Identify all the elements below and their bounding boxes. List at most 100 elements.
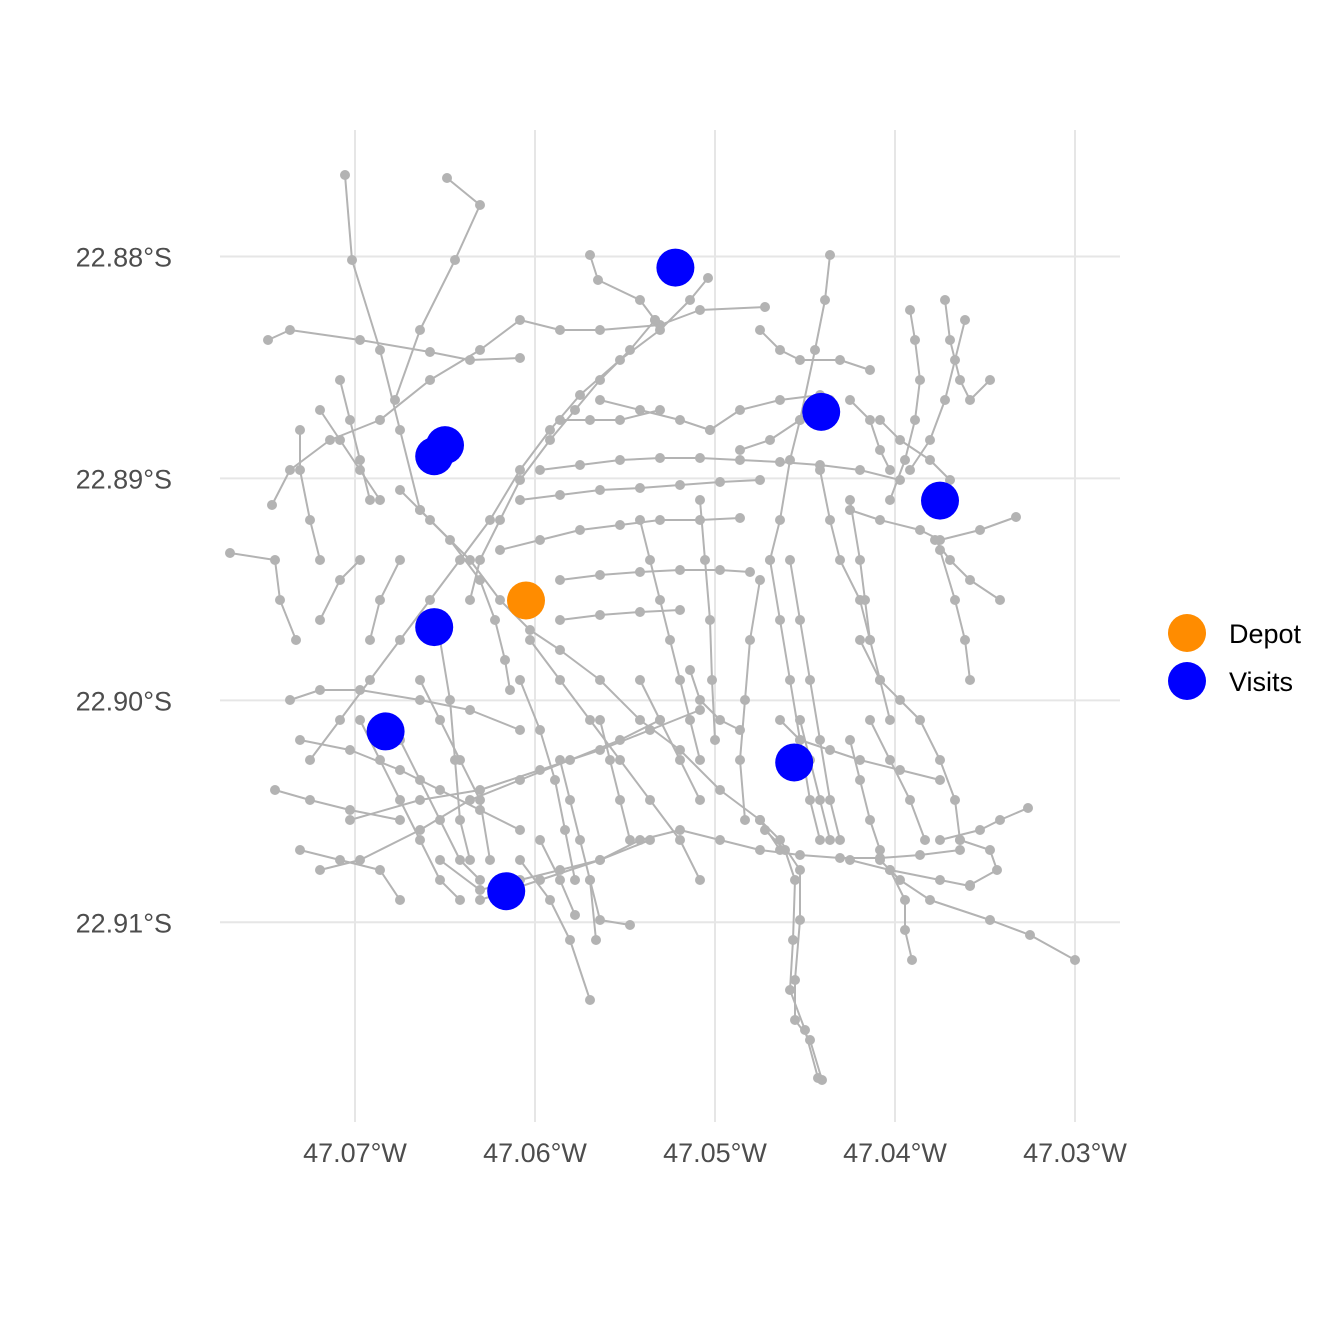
road-node: [565, 935, 575, 945]
road-node: [435, 875, 445, 885]
road-node: [905, 305, 915, 315]
road-node: [570, 875, 580, 885]
road-node: [375, 495, 385, 505]
road-node: [435, 855, 445, 865]
road-node: [705, 425, 715, 435]
x-tick-label: 47.07°W: [303, 1138, 407, 1168]
road-node: [535, 535, 545, 545]
road-node: [655, 595, 665, 605]
road-node: [555, 490, 565, 500]
road-node: [325, 435, 335, 445]
road-node: [390, 395, 400, 405]
road-node: [595, 375, 605, 385]
road-node: [925, 435, 935, 445]
road-segment: [229, 552, 297, 641]
road-node: [965, 395, 975, 405]
road-node: [925, 455, 935, 465]
road-node: [395, 795, 405, 805]
road-node: [285, 465, 295, 475]
road-node: [445, 695, 455, 705]
road-node: [375, 415, 385, 425]
road-node: [595, 570, 605, 580]
x-axis-tick-labels: 47.07°W 47.06°W 47.05°W 47.04°W 47.03°W: [303, 1138, 1127, 1168]
road-node: [575, 460, 585, 470]
road-node: [815, 735, 825, 745]
road-node: [895, 875, 905, 885]
road-node: [760, 825, 770, 835]
road-node: [1011, 512, 1021, 522]
visit-marker: [775, 743, 814, 782]
road-node: [915, 715, 925, 725]
visit-marker: [366, 712, 405, 751]
road-node: [593, 275, 603, 285]
x-tick-label: 47.03°W: [1023, 1138, 1127, 1168]
road-node: [570, 910, 580, 920]
road-node: [825, 515, 835, 525]
road-node: [705, 615, 715, 625]
road-node: [495, 515, 505, 525]
road-node: [485, 515, 495, 525]
road-node: [465, 705, 475, 715]
road-node: [695, 705, 705, 715]
road-node: [295, 465, 305, 475]
road-node: [475, 805, 485, 815]
road-node: [665, 635, 675, 645]
road-node: [263, 335, 273, 345]
road-node: [450, 255, 460, 265]
road-node: [895, 695, 905, 705]
road-node: [675, 755, 685, 765]
road-node: [295, 845, 305, 855]
road-node: [985, 845, 995, 855]
road-node: [950, 595, 960, 605]
road-segment: [939, 807, 1029, 841]
road-node: [685, 715, 695, 725]
road-node: [875, 415, 885, 425]
road-node: [765, 435, 775, 445]
road-node: [960, 635, 970, 645]
road-node: [395, 815, 405, 825]
road-node: [760, 302, 770, 312]
legend-key-visits: [1168, 662, 1206, 700]
road-node: [355, 715, 365, 725]
road-node: [555, 415, 565, 425]
road-node: [815, 835, 825, 845]
road-segment: [559, 609, 681, 621]
road-node: [900, 895, 910, 905]
road-segment: [849, 739, 881, 851]
road-segment: [959, 839, 998, 886]
road-node: [560, 825, 570, 835]
road-node: [685, 295, 695, 305]
road-node: [591, 935, 601, 945]
road-node: [695, 453, 705, 463]
road-node: [415, 505, 425, 515]
road-node: [442, 173, 452, 183]
road-node: [955, 845, 965, 855]
road-node: [395, 765, 405, 775]
road-node: [907, 955, 917, 965]
road-node: [585, 715, 595, 725]
road-node: [655, 325, 665, 335]
road-node: [820, 295, 830, 305]
road-node: [595, 745, 605, 755]
road-node: [355, 555, 365, 565]
road-node: [635, 607, 645, 617]
road-node: [785, 455, 795, 465]
road-segment: [309, 277, 709, 761]
road-node: [475, 785, 485, 795]
road-node: [415, 325, 425, 335]
road-node: [915, 525, 925, 535]
road-node: [865, 635, 875, 645]
road-node: [495, 595, 505, 605]
road-node: [635, 567, 645, 577]
road-node: [615, 520, 625, 530]
road-node: [575, 525, 585, 535]
road-node: [825, 835, 835, 845]
road-node: [635, 515, 645, 525]
road-node: [775, 615, 785, 625]
road-node: [715, 835, 725, 845]
road-segment: [879, 419, 951, 481]
road-node: [490, 615, 500, 625]
road-node: [845, 395, 855, 405]
depot-marker: [507, 581, 545, 620]
